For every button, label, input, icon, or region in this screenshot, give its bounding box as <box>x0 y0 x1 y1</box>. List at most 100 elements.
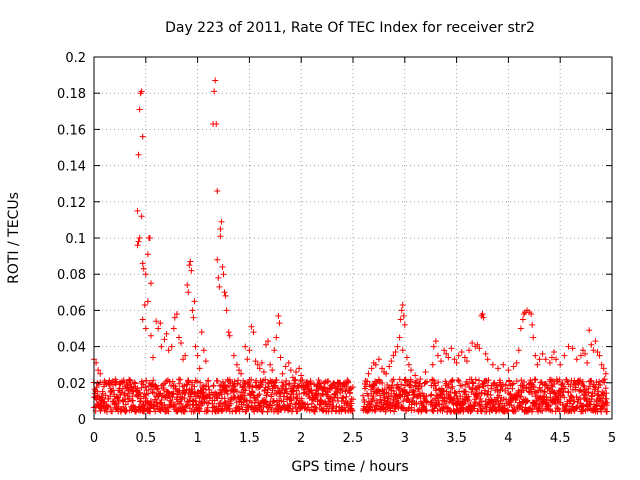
data-point-band <box>545 403 552 410</box>
data-point-band <box>224 390 231 397</box>
data-point-band <box>197 379 204 386</box>
y-tick-label: 0.18 <box>57 87 86 102</box>
data-point <box>458 349 465 356</box>
data-point-band <box>216 383 223 390</box>
data-point <box>178 339 185 346</box>
data-point <box>596 352 603 359</box>
data-point <box>140 265 147 272</box>
data-point-band <box>395 399 402 406</box>
data-point <box>530 334 537 341</box>
data-point-band <box>299 404 306 411</box>
data-point-band <box>240 383 247 390</box>
data-point-band <box>318 380 325 387</box>
data-point-band <box>596 400 603 407</box>
data-point-band <box>299 377 306 384</box>
data-point <box>422 368 429 375</box>
data-point <box>434 352 441 359</box>
data-point <box>505 367 512 374</box>
y-tick-label: 0.2 <box>65 51 86 66</box>
data-point <box>398 307 405 314</box>
x-tick-label: 3.5 <box>446 431 467 446</box>
data-point-band <box>435 386 442 393</box>
data-point-band <box>593 397 600 404</box>
data-point <box>139 133 146 140</box>
data-point <box>213 120 220 127</box>
data-point-band <box>361 399 368 406</box>
data-point-band <box>411 388 418 395</box>
data-point <box>399 347 406 354</box>
data-point <box>248 323 255 330</box>
data-point <box>190 314 197 321</box>
data-point-band <box>539 408 546 415</box>
data-point <box>219 263 226 270</box>
data-point-band <box>545 385 552 392</box>
data-point-band <box>483 404 490 411</box>
data-point-band <box>293 395 300 402</box>
data-point <box>561 352 568 359</box>
data-point <box>230 352 237 359</box>
data-point-band <box>602 385 609 392</box>
data-point <box>383 370 390 377</box>
data-point-band <box>477 395 484 402</box>
data-point-band <box>521 378 528 385</box>
data-point-band <box>588 377 595 384</box>
data-point <box>528 311 535 318</box>
data-point <box>106 381 113 388</box>
data-point <box>372 361 379 368</box>
data-point <box>216 283 223 290</box>
data-point-band <box>319 390 326 397</box>
data-point <box>200 347 207 354</box>
data-point-band <box>404 395 411 402</box>
data-point-band <box>548 382 555 389</box>
data-point-band <box>101 398 108 405</box>
data-point <box>225 329 232 336</box>
data-point-band <box>448 377 455 384</box>
data-point-band <box>427 392 434 399</box>
data-point <box>95 367 102 374</box>
data-point-band <box>488 385 495 392</box>
data-point <box>250 329 257 336</box>
data-point <box>579 347 586 354</box>
data-point-band <box>485 377 492 384</box>
data-point <box>293 368 300 375</box>
data-point-band <box>311 395 318 402</box>
data-point-band <box>182 403 189 410</box>
data-point <box>550 349 557 356</box>
data-point-band <box>243 408 250 415</box>
data-point <box>188 267 195 274</box>
x-tick-label: 1 <box>193 431 201 446</box>
x-tick-label: 0.5 <box>135 431 156 446</box>
data-point <box>136 106 143 113</box>
data-point <box>254 361 261 368</box>
data-point-band <box>513 378 520 385</box>
data-point-band <box>283 377 290 384</box>
data-point <box>479 311 486 318</box>
data-point <box>303 379 310 386</box>
data-point-band <box>485 388 492 395</box>
data-point-band <box>556 376 563 383</box>
x-axis-label: GPS time / hours <box>291 459 408 475</box>
data-point-band <box>498 394 505 401</box>
y-tick-label: 0.06 <box>57 304 86 319</box>
data-point-band <box>279 379 286 386</box>
data-point-band <box>523 385 530 392</box>
data-point-band <box>174 394 180 401</box>
data-point-band <box>264 386 271 393</box>
data-point-band <box>448 393 455 400</box>
data-point <box>220 271 227 278</box>
data-point <box>138 88 145 95</box>
data-point-band <box>248 376 255 383</box>
data-point <box>260 368 267 375</box>
data-point-band <box>240 401 247 408</box>
data-point-band <box>348 406 355 413</box>
data-point-band <box>350 396 357 403</box>
data-point-band <box>271 382 278 389</box>
data-point-band <box>471 405 478 412</box>
data-point-band <box>583 395 590 402</box>
data-point-band <box>452 390 459 397</box>
data-point-band <box>268 391 275 398</box>
data-point-band <box>407 384 414 391</box>
data-point <box>394 343 401 350</box>
data-point-band <box>349 407 356 414</box>
data-point <box>186 262 193 269</box>
